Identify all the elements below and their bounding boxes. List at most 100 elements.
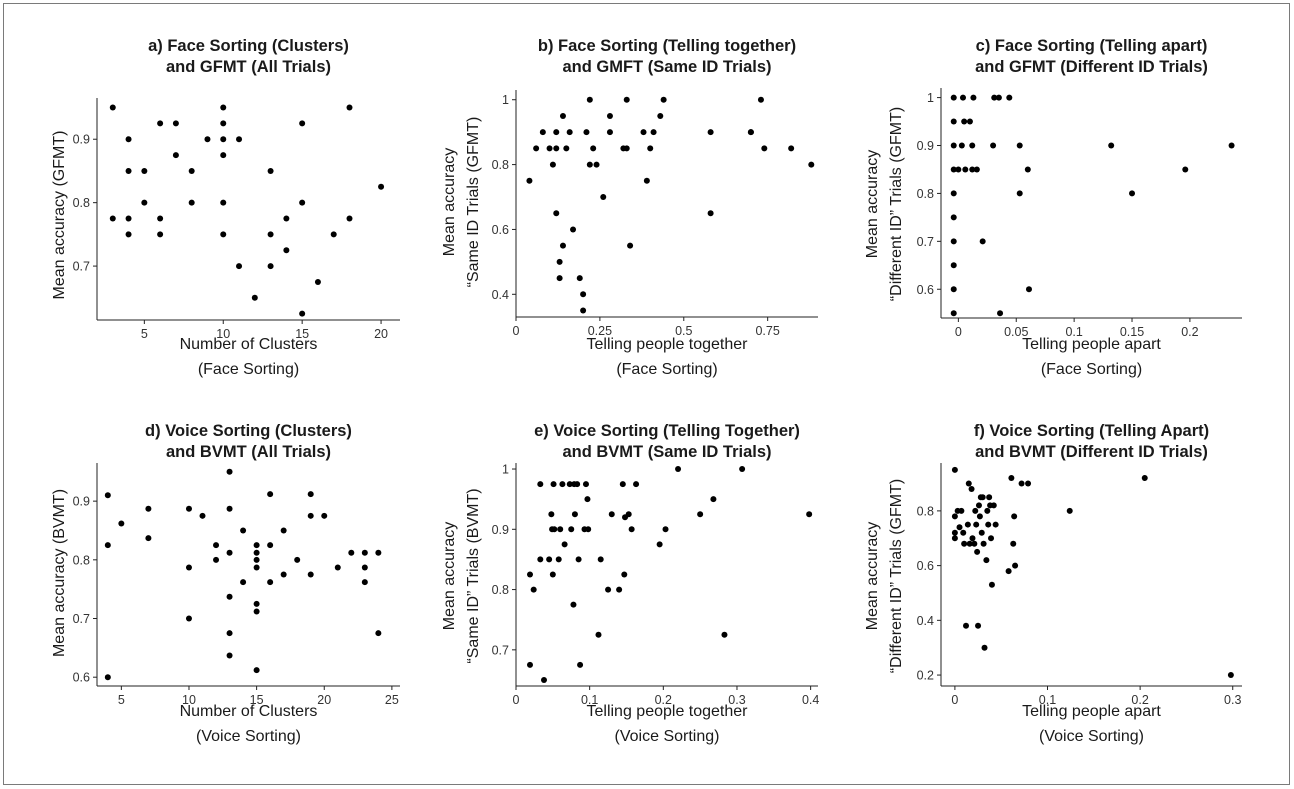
data-point [627, 242, 634, 249]
data-point [595, 631, 602, 638]
data-point [958, 507, 965, 514]
data-point [1108, 142, 1115, 149]
data-point [1182, 166, 1189, 173]
x-tick-label: 20 [374, 327, 388, 341]
x-tick-label: 0.05 [1004, 325, 1028, 339]
data-point [299, 120, 306, 127]
data-point [141, 199, 148, 206]
data-point [971, 540, 978, 547]
data-point [985, 521, 992, 528]
data-point [1011, 513, 1018, 520]
data-point [346, 104, 353, 111]
y-tick-label: 1 [502, 463, 509, 477]
data-point [526, 571, 533, 578]
x-tick-label: 25 [385, 693, 399, 707]
x-tick-label: 0.2 [1131, 693, 1148, 707]
y-tick-label: 0.8 [73, 196, 90, 210]
y-tick-label: 0.8 [492, 158, 509, 172]
x-tick-label: 20 [317, 693, 331, 707]
data-point [605, 586, 612, 593]
data-point [586, 96, 593, 103]
data-point [950, 238, 957, 245]
data-point [213, 556, 220, 563]
data-point [540, 676, 547, 683]
data-point [1227, 672, 1234, 679]
data-point [307, 491, 314, 498]
panel-title: and BVMT (Same ID Trials) [562, 443, 771, 461]
data-point [950, 142, 957, 149]
data-point [1025, 286, 1032, 293]
data-point [570, 226, 577, 233]
data-point [226, 549, 233, 556]
data-point [559, 481, 566, 488]
data-point [226, 593, 233, 600]
data-point [973, 521, 980, 528]
data-point [958, 142, 965, 149]
data-point [267, 491, 274, 498]
data-point [314, 278, 321, 285]
y-tick-label: 0.7 [492, 643, 509, 657]
x-tick-label: 0.1 [581, 693, 598, 707]
data-point [962, 166, 969, 173]
data-point [253, 549, 260, 556]
data-point [808, 161, 815, 168]
data-point [1010, 540, 1017, 547]
x-axis-label: (Voice Sorting) [1039, 728, 1144, 745]
data-point [236, 136, 243, 143]
data-point [537, 481, 544, 488]
data-point [747, 129, 754, 136]
data-point [955, 166, 962, 173]
data-point [961, 118, 968, 125]
data-point [1018, 480, 1025, 487]
data-point [220, 120, 227, 127]
panel-e: e) Voice Sorting (Telling Together) and B… [441, 422, 819, 745]
data-point [280, 527, 287, 534]
data-point [251, 294, 258, 301]
x-tick-label: 0.5 [675, 324, 692, 338]
data-point [361, 564, 368, 571]
data-point [283, 247, 290, 254]
data-point [950, 310, 957, 317]
y-axis-label: Mean accuracy [441, 522, 458, 631]
data-point [577, 661, 584, 668]
data-point [623, 145, 630, 152]
y-axis-label: “Same ID Trials (GFMT) [465, 117, 482, 288]
y-tick-label: 0.9 [73, 133, 90, 147]
y-tick-label: 0.9 [917, 139, 934, 153]
data-point [960, 529, 967, 536]
data-point [586, 161, 593, 168]
data-point [979, 238, 986, 245]
data-point [334, 564, 341, 571]
data-point [628, 526, 635, 533]
y-tick-label: 0.4 [917, 614, 934, 628]
data-point [606, 112, 613, 119]
x-axis-label: Telling people together [586, 703, 748, 720]
data-point [220, 136, 227, 143]
data-point [104, 542, 111, 549]
x-axis-label: (Face Sorting) [198, 361, 299, 378]
data-point [204, 136, 211, 143]
data-point [1066, 507, 1073, 514]
y-tick-label: 0.7 [73, 612, 90, 626]
data-point [739, 466, 746, 473]
data-point [974, 548, 981, 555]
data-point [559, 112, 566, 119]
y-axis-label: Mean accuracy [864, 150, 881, 259]
data-point [647, 145, 654, 152]
data-point [980, 540, 987, 547]
data-point [299, 310, 306, 317]
data-point [267, 263, 274, 270]
data-point [951, 529, 958, 536]
data-point [950, 214, 957, 221]
x-tick-label: 10 [216, 327, 230, 341]
data-point [109, 215, 116, 222]
data-point [966, 540, 973, 547]
data-point [616, 586, 623, 593]
data-point [539, 129, 546, 136]
data-point [1228, 142, 1235, 149]
data-point [950, 262, 957, 269]
y-tick-label: 0.4 [492, 288, 509, 302]
y-axis-label: Mean accuracy [864, 522, 881, 631]
data-point [226, 468, 233, 475]
